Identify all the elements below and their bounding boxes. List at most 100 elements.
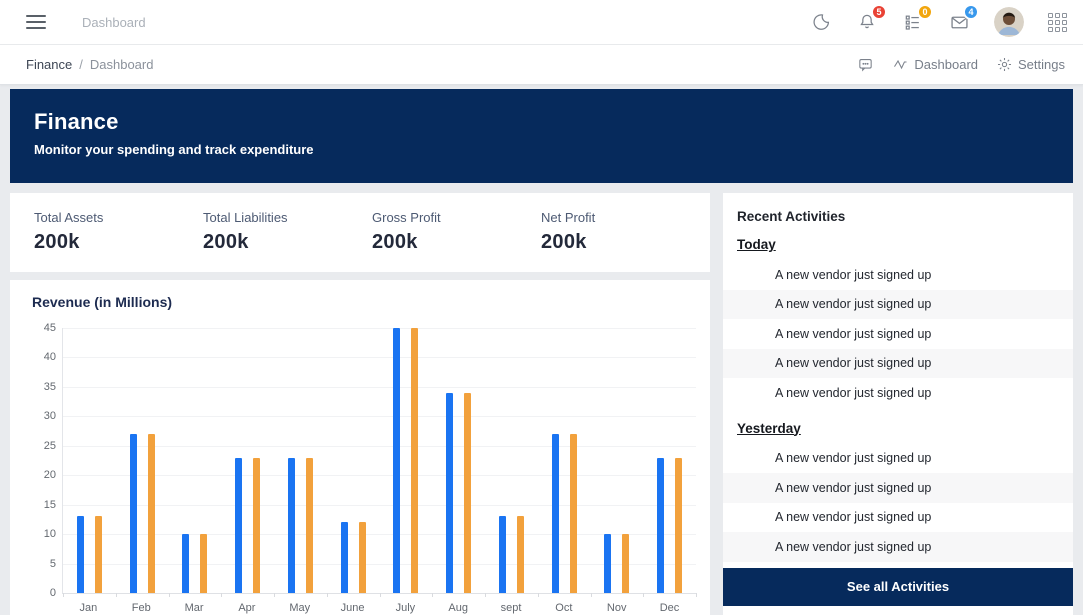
messages-button[interactable]: 4 (948, 11, 970, 33)
bar-group-nov (591, 328, 644, 593)
activities-section-yesterday[interactable]: Yesterday (723, 421, 815, 436)
x-axis-ticks (63, 593, 696, 597)
bar[interactable] (657, 458, 664, 593)
bar-group-mar (169, 328, 222, 593)
gear-icon (996, 56, 1013, 73)
bar[interactable] (464, 393, 471, 593)
bar[interactable] (393, 328, 400, 593)
breadcrumb-dashboard: Dashboard (90, 57, 154, 72)
moon-icon (811, 12, 831, 32)
breadcrumb-finance[interactable]: Finance (26, 57, 72, 72)
activity-item[interactable]: A new vendor just signed up (723, 503, 1073, 533)
x-tick (116, 593, 117, 597)
hamburger-icon[interactable] (26, 11, 46, 33)
bar[interactable] (411, 328, 418, 593)
left-column: Total Assets 200k Total Liabilities 200k… (10, 193, 710, 615)
y-axis-tick-label: 5 (50, 558, 56, 570)
chat-button[interactable] (857, 56, 874, 73)
chat-bubble-icon (857, 56, 874, 73)
x-tick (327, 593, 328, 597)
tasks-button[interactable]: 0 (902, 11, 924, 33)
bar[interactable] (200, 534, 207, 593)
bar-group-feb (116, 328, 169, 593)
x-axis-label: Nov (590, 602, 643, 614)
y-axis-tick-label: 35 (44, 381, 56, 393)
settings-link[interactable]: Settings (996, 56, 1065, 73)
x-axis-label: Feb (115, 602, 168, 614)
theme-toggle-button[interactable] (810, 11, 832, 33)
activity-item[interactable]: A new vendor just signed up (723, 532, 1073, 562)
activity-item[interactable]: A new vendor just signed up (723, 349, 1073, 379)
revenue-bar-chart: 051015202530354045 JanFebMarAprMayJuneJu… (24, 328, 696, 615)
y-axis-tick-label: 20 (44, 469, 56, 481)
bar[interactable] (359, 522, 366, 593)
apps-grid-icon[interactable] (1048, 13, 1067, 32)
messages-badge: 4 (963, 4, 979, 20)
bar[interactable] (288, 458, 295, 593)
stat-value: 200k (541, 231, 698, 254)
stat-net-profit: Net Profit 200k (529, 210, 698, 254)
bar[interactable] (552, 434, 559, 593)
x-axis-label: Dec (643, 602, 696, 614)
bar[interactable] (517, 516, 524, 593)
activity-pulse-icon (892, 56, 909, 73)
finance-banner: Finance Monitor your spending and track … (10, 89, 1073, 183)
x-axis-label: May (273, 602, 326, 614)
activity-item[interactable]: A new vendor just signed up (723, 473, 1073, 503)
activity-item[interactable]: A new vendor just signed up (723, 378, 1073, 408)
breadcrumb-bar: Finance / Dashboard Dashboard Settings (0, 45, 1083, 85)
bar-group-apr (221, 328, 274, 593)
bar[interactable] (604, 534, 611, 593)
x-tick (380, 593, 381, 597)
bar-group-sept (485, 328, 538, 593)
tasks-badge: 0 (917, 4, 933, 20)
activity-item[interactable]: A new vendor just signed up (723, 444, 1073, 474)
stat-value: 200k (372, 231, 529, 254)
y-axis-tick-label: 40 (44, 351, 56, 363)
bar[interactable] (182, 534, 189, 593)
bar[interactable] (95, 516, 102, 593)
stat-label: Total Assets (34, 210, 191, 225)
x-axis-label: July (379, 602, 432, 614)
stats-panel: Total Assets 200k Total Liabilities 200k… (10, 193, 710, 272)
bar[interactable] (253, 458, 260, 593)
bar[interactable] (306, 458, 313, 593)
activities-section-today[interactable]: Today (723, 237, 790, 252)
x-tick (274, 593, 275, 597)
user-avatar[interactable] (994, 7, 1024, 37)
revenue-chart-panel: Revenue (in Millions) 051015202530354045… (10, 280, 710, 615)
bar[interactable] (499, 516, 506, 593)
notifications-button[interactable]: 5 (856, 11, 878, 33)
x-axis-label: Aug (432, 602, 485, 614)
stat-total-assets: Total Assets 200k (22, 210, 191, 254)
activity-item[interactable]: A new vendor just signed up (723, 260, 1073, 290)
activities-list: A new vendor just signed upA new vendor … (723, 260, 1073, 408)
bar[interactable] (622, 534, 629, 593)
x-axis-label: sept (485, 602, 538, 614)
y-axis-tick-label: 25 (44, 440, 56, 452)
bar[interactable] (235, 458, 242, 593)
y-axis-tick-label: 10 (44, 528, 56, 540)
y-axis-tick-label: 0 (50, 587, 56, 599)
bar-group-july (380, 328, 433, 593)
bar[interactable] (675, 458, 682, 593)
activity-item[interactable]: A new vendor just signed up (723, 290, 1073, 320)
bar[interactable] (446, 393, 453, 593)
activity-item[interactable]: A new vendor just signed up (723, 319, 1073, 349)
bar[interactable] (341, 522, 348, 593)
stat-label: Gross Profit (372, 210, 529, 225)
see-all-activities-button[interactable]: See all Activities (723, 568, 1073, 606)
stat-label: Total Liabilities (203, 210, 360, 225)
bar[interactable] (148, 434, 155, 593)
bar[interactable] (570, 434, 577, 593)
dashboard-link-label: Dashboard (914, 57, 978, 72)
recent-activities-title: Recent Activities (723, 209, 1073, 224)
bar[interactable] (130, 434, 137, 593)
chart-x-labels: JanFebMarAprMayJuneJulyAugseptOctNovDec (62, 602, 696, 614)
stat-value: 200k (34, 231, 191, 254)
bar[interactable] (77, 516, 84, 593)
x-axis-label: Jan (62, 602, 115, 614)
dashboard-link[interactable]: Dashboard (892, 56, 978, 73)
x-tick (485, 593, 486, 597)
x-axis-label: Mar (168, 602, 221, 614)
